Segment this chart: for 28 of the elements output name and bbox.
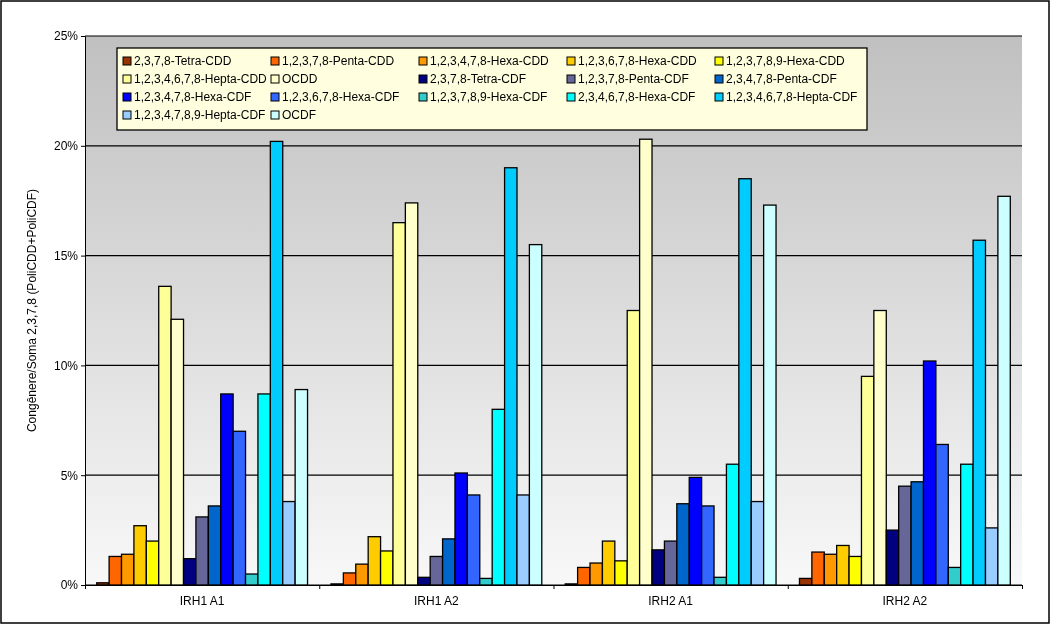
legend-label: 2,3,7,8-Tetra-CDF <box>430 72 527 86</box>
legend-label: 1,2,3,4,7,8,9-Hepta-CDF <box>134 108 266 122</box>
legend-label: 1,2,3,4,6,7,8-Hepta-CDF <box>726 90 858 104</box>
y-tick-label: 15% <box>53 248 79 263</box>
legend-label: 2,3,7,8-Tetra-CDD <box>134 54 232 68</box>
y-tick-label: 10% <box>53 358 79 373</box>
y-tick-label: 5% <box>60 468 79 483</box>
legend-label: 1,2,3,4,7,8-Hexa-CDF <box>134 90 252 104</box>
legend-label: 1,2,3,7,8,9-Hexa-CDF <box>430 90 548 104</box>
legend-label: OCDF <box>282 108 316 122</box>
legend-label: 1,2,3,6,7,8-Hexa-CDD <box>578 54 698 68</box>
legend-label: 1,2,3,6,7,8-Hexa-CDF <box>282 90 400 104</box>
x-tick-label: IRH1 A1 <box>179 594 225 608</box>
y-axis-title: Congênere/Soma 2,3,7,8 (PoliCDD+PoliCDF) <box>25 188 39 433</box>
legend-label: OCDD <box>282 72 318 86</box>
legend-label: 1,2,3,7,8-Penta-CDF <box>578 72 689 86</box>
x-tick-label: IRH2 A2 <box>882 594 928 608</box>
legend-label: 2,3,4,6,7,8-Hexa-CDF <box>578 90 696 104</box>
x-tick-label: IRH1 A2 <box>414 594 460 608</box>
legend-label: 1,2,3,7,8,9-Hexa-CDD <box>726 54 846 68</box>
y-tick-label: 20% <box>53 139 79 154</box>
legend-label: 1,2,3,7,8-Penta-CDD <box>282 54 395 68</box>
x-tick-label: IRH2 A1 <box>648 594 694 608</box>
legend-label: 1,2,3,4,7,8-Hexa-CDD <box>430 54 550 68</box>
y-tick-label: 25% <box>53 29 79 44</box>
legend-label: 2,3,4,7,8-Penta-CDF <box>726 72 837 86</box>
legend-label: 1,2,3,4,6,7,8-Hepta-CDD <box>134 72 268 86</box>
y-tick-label: 0% <box>60 578 79 593</box>
